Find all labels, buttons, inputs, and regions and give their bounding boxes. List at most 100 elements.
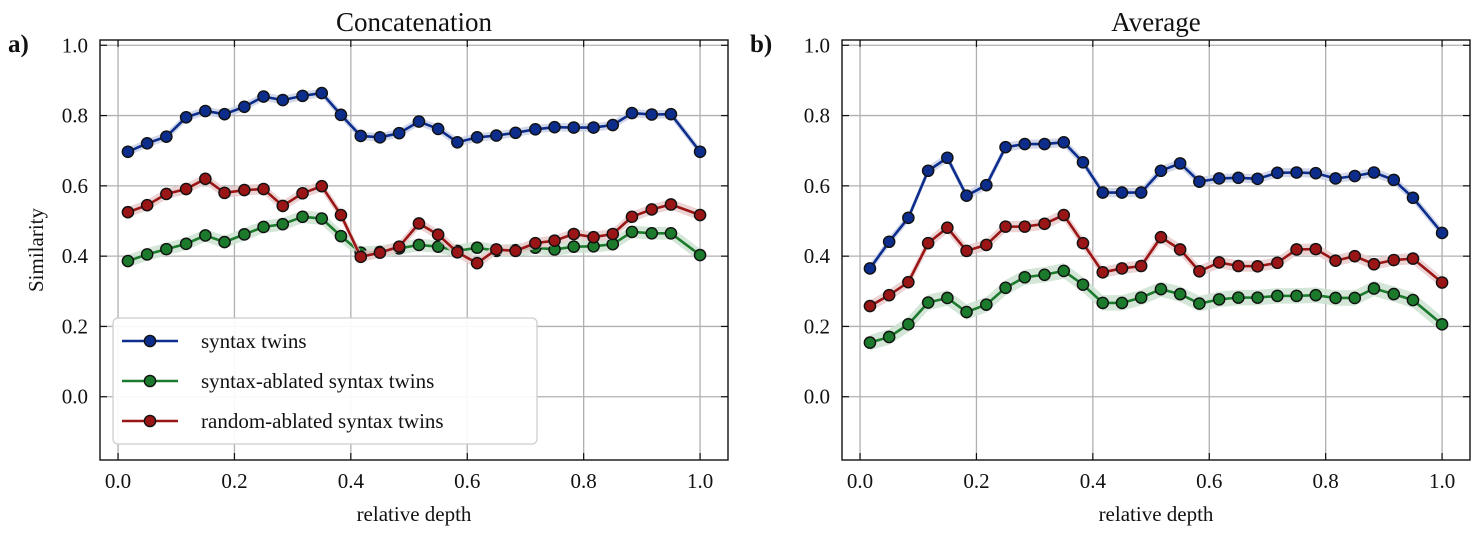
- data-point: [693, 248, 707, 262]
- data-point: [606, 227, 620, 241]
- data-point: [921, 164, 935, 178]
- legend: syntax twins syntax-ablated syntax twins r…: [112, 317, 538, 445]
- data-point: [1348, 291, 1362, 305]
- y-tick-label: 0.4: [804, 244, 831, 268]
- data-point: [238, 100, 251, 114]
- data-point: [567, 240, 581, 253]
- data-point: [238, 183, 251, 197]
- y-tick-label: 0.8: [804, 104, 830, 128]
- data-point: [257, 90, 270, 103]
- series-random-ablated-syntax-twins: [121, 172, 707, 270]
- data-point: [1232, 291, 1245, 304]
- data-point: [1057, 135, 1071, 149]
- data-point: [863, 262, 877, 275]
- data-point: [296, 89, 309, 103]
- data-point: [1387, 173, 1401, 187]
- data-point: [470, 256, 484, 270]
- data-point: [980, 238, 993, 252]
- data-point: [1406, 293, 1420, 307]
- data-point: [625, 210, 639, 224]
- data-point: [1134, 186, 1148, 199]
- series-syntax-ablated-syntax-twins: [121, 210, 707, 268]
- data-point: [392, 240, 406, 253]
- data-point: [354, 250, 368, 264]
- legend-box: [112, 317, 538, 445]
- data-point: [941, 291, 954, 305]
- data-point: [1290, 166, 1303, 179]
- data-point: [470, 241, 484, 255]
- data-point: [140, 137, 154, 150]
- data-point: [431, 122, 445, 136]
- series-syntax-twins: [863, 135, 1449, 275]
- data-point: [334, 108, 348, 122]
- data-point: [1212, 293, 1226, 306]
- data-point: [1076, 236, 1090, 250]
- data-point: [664, 198, 678, 211]
- data-point: [373, 246, 387, 259]
- x-tick-label: 0.4: [1080, 469, 1107, 493]
- data-point: [1173, 243, 1187, 256]
- data-point: [257, 220, 270, 234]
- data-point: [1309, 288, 1323, 302]
- panel-label: b): [750, 31, 772, 58]
- data-point: [664, 107, 678, 121]
- data-point: [941, 151, 954, 165]
- data-point: [625, 106, 639, 120]
- data-point: [693, 145, 707, 159]
- data-point: [276, 93, 290, 107]
- data-point: [470, 131, 484, 144]
- data-point: [1387, 287, 1401, 301]
- data-point: [1134, 259, 1148, 273]
- data-point: [664, 227, 678, 240]
- series-syntax-twins: [121, 86, 707, 159]
- data-point: [490, 243, 503, 256]
- legend-label: syntax-ablated syntax twins: [201, 369, 434, 393]
- confidence-band: [869, 263, 1443, 351]
- data-point: [1290, 243, 1303, 256]
- x-tick-label: 0.6: [454, 469, 480, 493]
- data-point: [1173, 287, 1187, 301]
- data-point: [1212, 256, 1226, 269]
- data-point: [1232, 259, 1245, 273]
- data-point: [999, 140, 1012, 154]
- data-point: [863, 336, 877, 349]
- data-point: [257, 182, 270, 196]
- data-point: [334, 208, 348, 222]
- y-tick-label: 0.4: [62, 244, 89, 268]
- y-axis-label: Similarity: [24, 208, 48, 293]
- data-point: [1348, 249, 1362, 263]
- axes-frame: [99, 39, 729, 461]
- data-point: [999, 281, 1012, 295]
- data-point: [1057, 208, 1071, 222]
- data-point: [140, 198, 154, 212]
- legend-item: random-ablated syntax twins: [122, 409, 444, 433]
- data-point: [1154, 282, 1168, 296]
- data-point: [645, 108, 659, 121]
- data-point: [587, 121, 600, 134]
- legend-label: random-ablated syntax twins: [201, 409, 444, 433]
- data-point: [373, 131, 387, 144]
- data-point: [315, 179, 329, 193]
- panel-label: a): [8, 31, 29, 58]
- legend-item: syntax twins: [122, 329, 307, 353]
- y-tick-label: 0.2: [62, 314, 88, 338]
- data-point: [315, 86, 329, 100]
- chart-panel-b: 0.0 0.2 0.4 0.6 0.8 1.0 0.0 0.2 0.4 0.6 0.8 1.0 Aver…: [750, 7, 1471, 526]
- data-point: [1271, 256, 1284, 270]
- x-tick-label: 1.0: [1429, 469, 1455, 493]
- data-point: [1329, 291, 1342, 305]
- data-point: [882, 330, 896, 344]
- data-point: [140, 248, 154, 261]
- data-point: [218, 107, 231, 121]
- chart-panel-a: 0.0 0.2 0.4 0.6 0.8 1.0 0.0 0.2 0.4 0.6 0.8 1.0 Conc…: [8, 7, 729, 526]
- data-point: [1251, 291, 1264, 304]
- data-point: [218, 186, 231, 200]
- x-axis-label: relative depth: [357, 502, 472, 526]
- legend-marker: [143, 334, 157, 348]
- data-point: [1154, 230, 1168, 244]
- data-point: [412, 115, 426, 128]
- data-point: [1435, 226, 1449, 240]
- data-point: [863, 299, 877, 313]
- x-tick-label: 0.2: [963, 469, 989, 493]
